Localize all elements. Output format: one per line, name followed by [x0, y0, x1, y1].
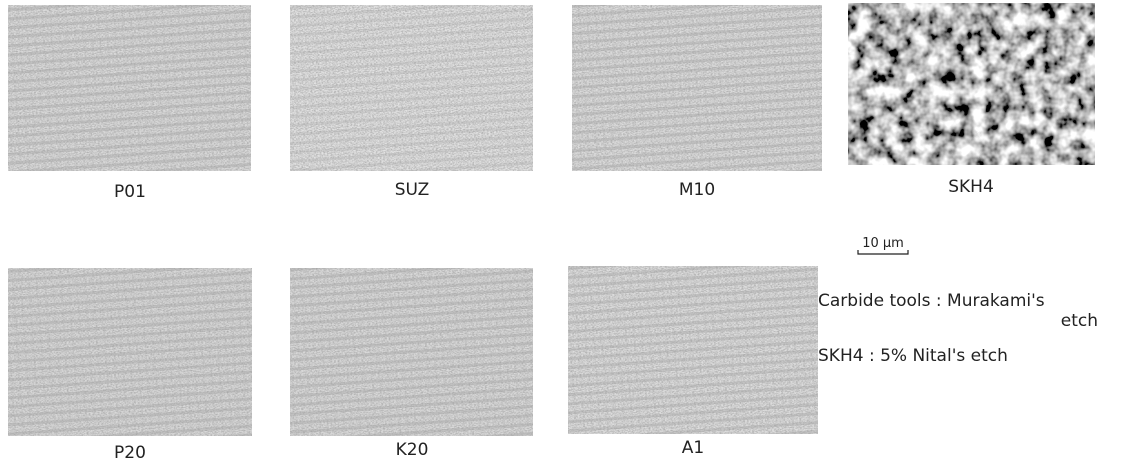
micrograph-m10	[572, 5, 822, 171]
micrograph-k20	[290, 268, 533, 436]
panel-label: A1	[682, 438, 704, 458]
micrograph-suz	[290, 5, 533, 171]
panel-label: K20	[396, 440, 429, 460]
micrograph-skh4	[848, 3, 1095, 165]
panel-label: P20	[114, 443, 146, 461]
panel-label: SUZ	[395, 180, 430, 200]
figure: P01 SUZ M10 SKH4 P20 K20 A1 10 μm Carbid…	[0, 0, 1135, 461]
panel-label: SKH4	[948, 177, 994, 197]
micrograph-p20	[8, 268, 252, 436]
legend-line: Carbide tools : Murakami's	[818, 291, 1045, 311]
panel-label: P01	[114, 182, 146, 202]
scale-bar-label: 10 μm	[862, 236, 904, 251]
legend-line: SKH4 : 5% Nital's etch	[818, 346, 1008, 366]
micrograph-p01	[8, 5, 251, 171]
legend-line: etch	[1061, 311, 1098, 331]
micrograph-a1	[568, 266, 818, 434]
panel-label: M10	[679, 180, 715, 200]
